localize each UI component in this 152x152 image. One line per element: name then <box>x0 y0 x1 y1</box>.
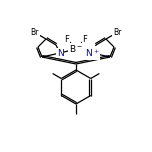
Text: Br: Br <box>113 28 121 37</box>
Text: N$^+$: N$^+$ <box>85 47 99 59</box>
Text: F: F <box>83 35 87 43</box>
Text: N: N <box>57 48 63 57</box>
Text: F: F <box>65 35 69 43</box>
Text: Br: Br <box>31 28 39 37</box>
Text: B$^-$: B$^-$ <box>69 43 83 55</box>
